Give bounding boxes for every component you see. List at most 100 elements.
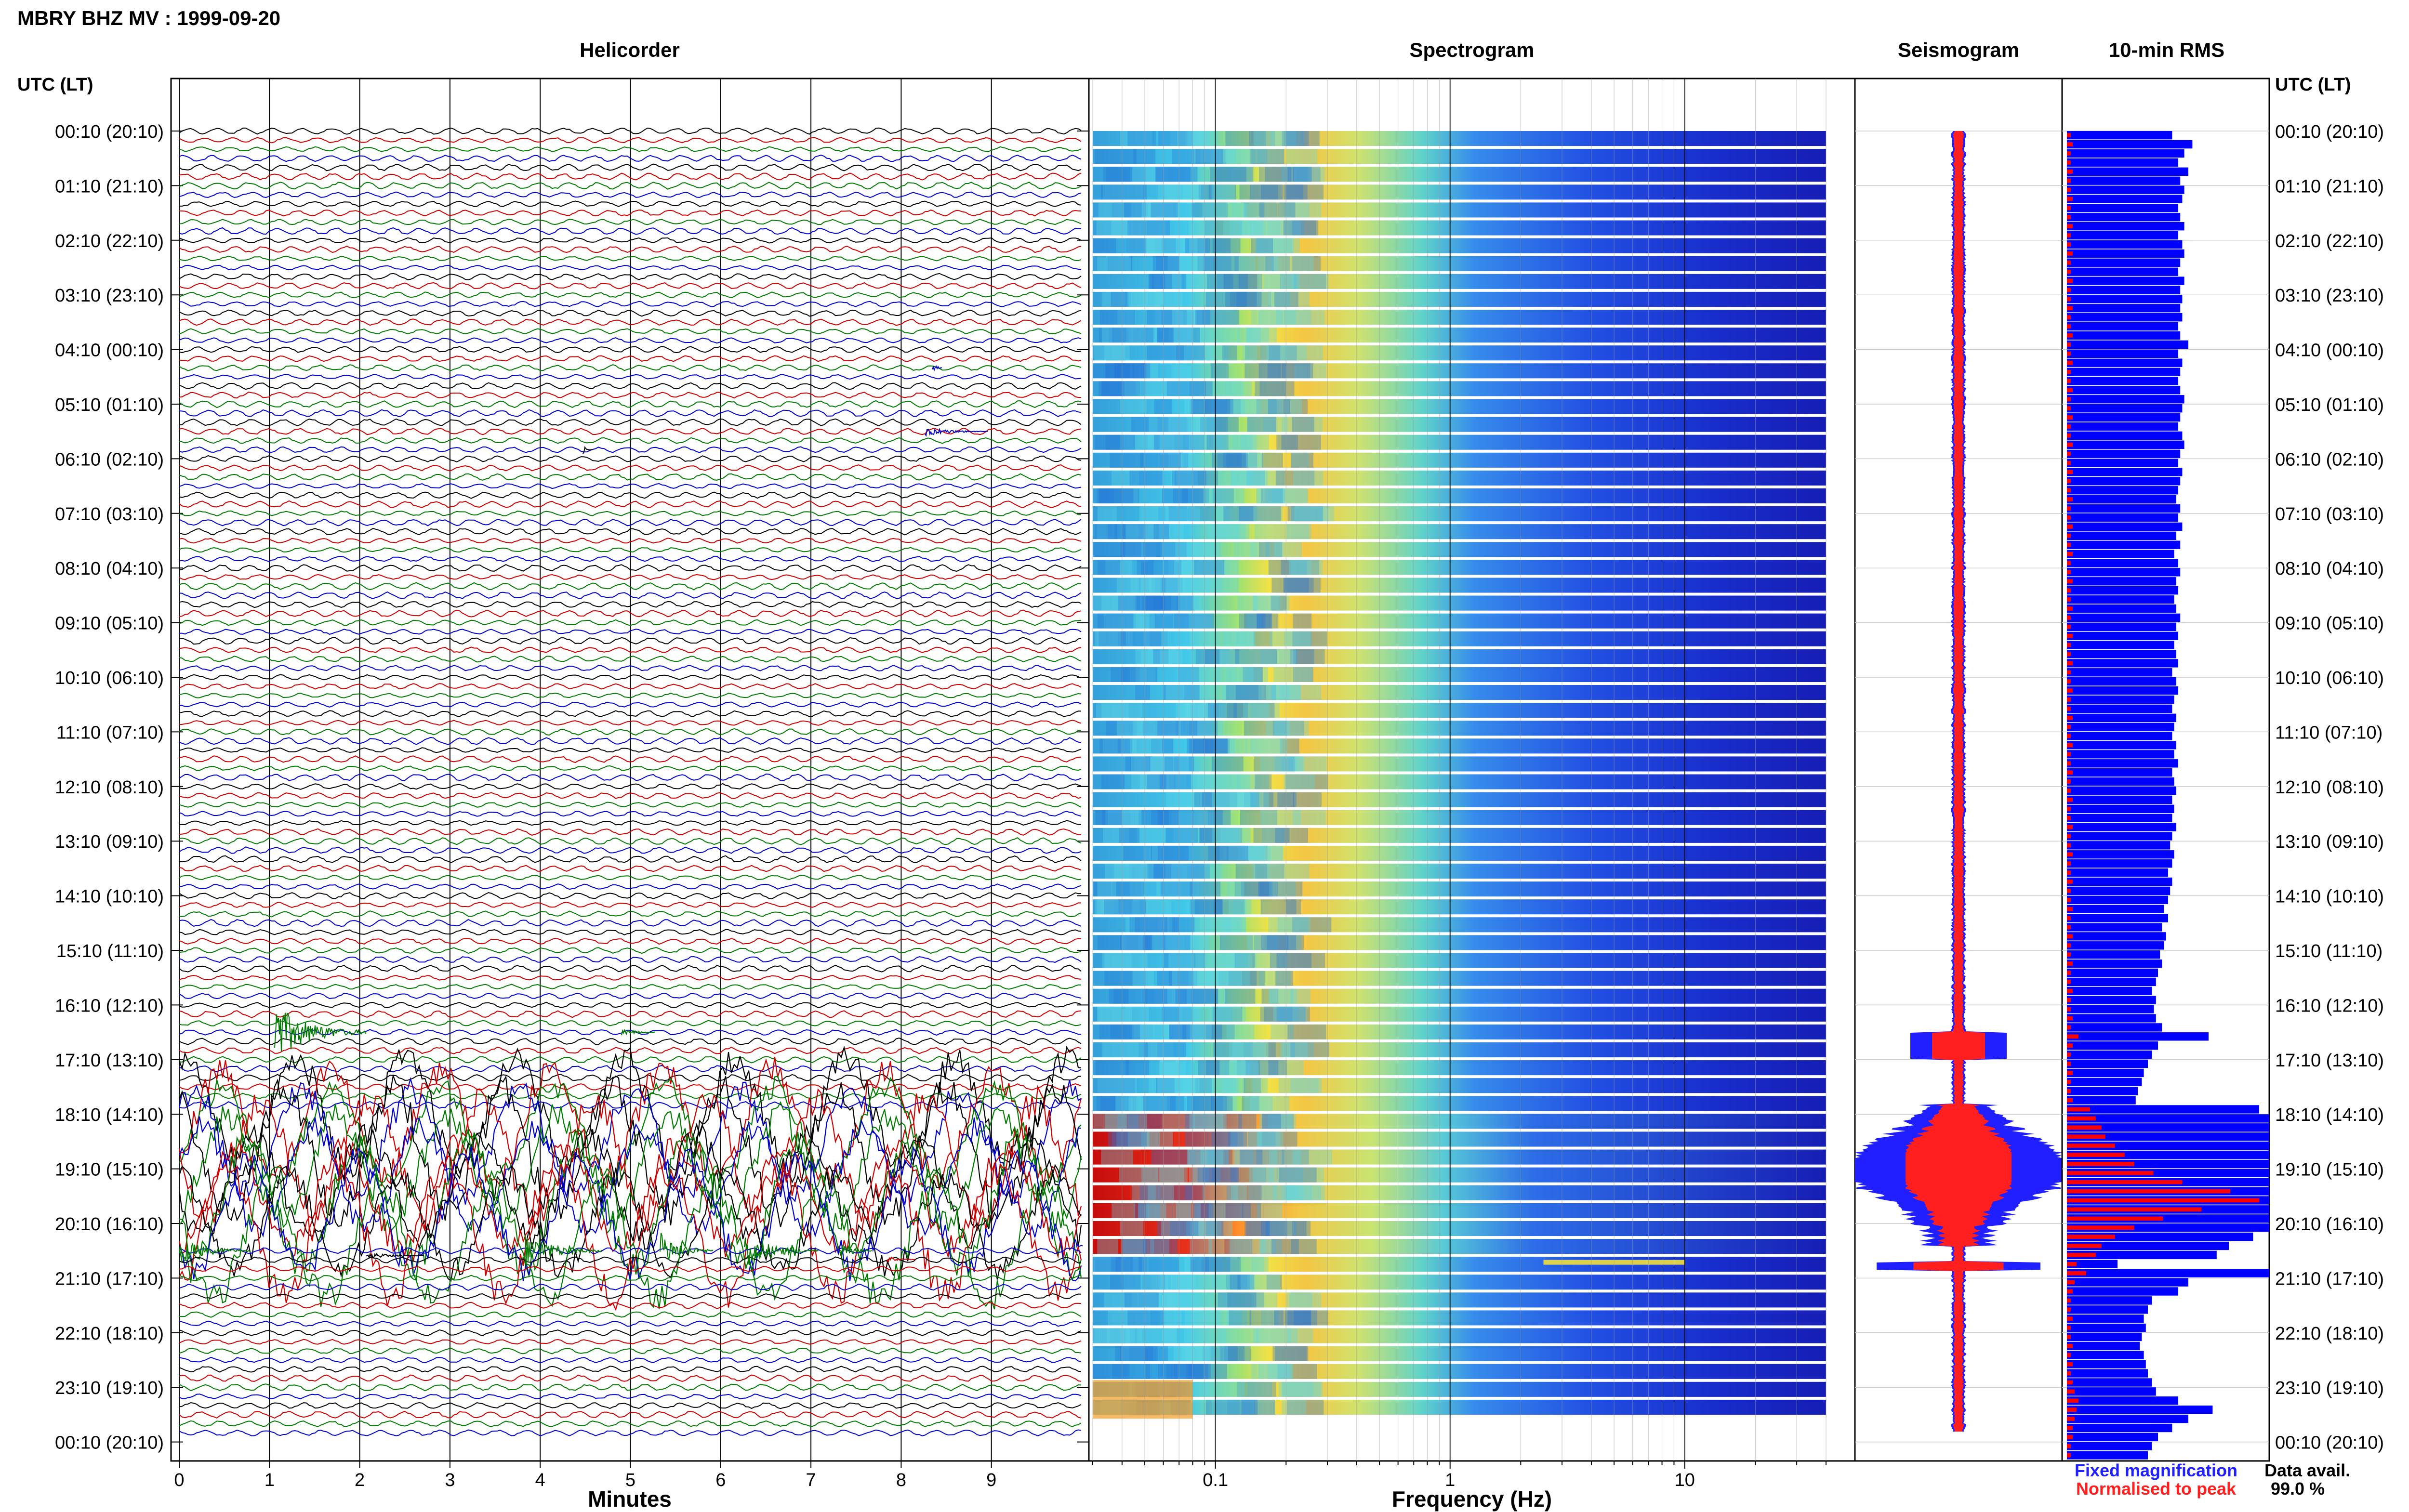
spectrogram-texture — [1139, 506, 1159, 522]
seismogram-title: Seismogram — [1898, 39, 2019, 61]
rms-normalised-bar — [2067, 1253, 2096, 1257]
spectrogram-texture — [1192, 738, 1228, 754]
spectrogram-texture — [1206, 1399, 1240, 1415]
spectrogram-texture — [1097, 488, 1134, 504]
spectrogram-texture — [1105, 434, 1124, 450]
rms-normalised-bar — [2067, 1207, 2202, 1212]
spectrogram-texture — [1238, 845, 1264, 861]
spectrogram-texture — [1220, 828, 1241, 843]
spectrogram-texture — [1157, 971, 1189, 986]
helicorder-trace — [179, 318, 1082, 326]
spectrogram-texture — [1280, 738, 1299, 754]
spectrogram-texture — [1267, 220, 1304, 236]
spectrogram-texture — [1153, 595, 1194, 611]
spectrogram-texture — [1121, 631, 1162, 646]
spectrogram-texture — [1239, 184, 1278, 200]
spectrogram-texture — [1212, 1275, 1253, 1290]
rms-normalised-bar — [2067, 1380, 2073, 1385]
spectrogram-row — [1093, 1006, 1826, 1022]
spectrogram-texture — [1282, 1185, 1322, 1200]
spectrogram-texture — [1261, 452, 1283, 468]
time-label-right: 01:10 (21:10) — [2275, 176, 2384, 197]
rms-fixed-bar — [2067, 176, 2181, 185]
spectrogram-texture — [1246, 1221, 1270, 1236]
spectrogram-texture — [1258, 971, 1291, 986]
spectrogram-texture — [1157, 810, 1179, 825]
spectrogram-texture — [1227, 1399, 1255, 1415]
rms-fixed-bar — [2067, 340, 2188, 349]
rms-normalised-bar — [2067, 889, 2071, 893]
spectrogram-texture — [1185, 131, 1218, 146]
time-label-right: 00:10 (20:10) — [2275, 1433, 2384, 1453]
helicorder-trace — [178, 1122, 1082, 1250]
rms-fixed-bar — [2067, 386, 2181, 394]
time-label-right: 07:10 (03:10) — [2275, 504, 2384, 525]
spectrogram-texture — [1256, 488, 1285, 504]
rms-fixed-bar — [2067, 231, 2178, 240]
spectrogram-texture — [1232, 1149, 1254, 1165]
spectrogram-texture — [1119, 1167, 1159, 1183]
spectrogram-texture — [1190, 1239, 1213, 1254]
spectrogram-texture — [1117, 309, 1134, 325]
spectrogram-texture — [1176, 345, 1205, 361]
helicorder-trace — [179, 346, 1082, 354]
helicorder-trace — [179, 582, 1082, 591]
spectrogram-texture — [1274, 542, 1302, 557]
spectrogram-texture — [1095, 899, 1114, 915]
spectrogram-texture — [1253, 828, 1290, 843]
rms-normalised-bar — [2067, 907, 2073, 911]
rms-normalised-bar — [2067, 870, 2071, 875]
spectrogram-texture — [1165, 863, 1191, 879]
spectrogram-texture — [1160, 881, 1193, 897]
spectrogram-texture — [1171, 721, 1207, 736]
spectrogram-texture — [1258, 220, 1301, 236]
spectrogram-texture — [1210, 363, 1229, 379]
spectrogram-texture — [1249, 131, 1275, 146]
spectrogram-texture — [1123, 935, 1165, 950]
spectrogram-row — [1093, 935, 1826, 950]
spectrogram-texture — [1191, 774, 1217, 789]
spectrogram-row — [1093, 328, 1826, 343]
spectrogram-texture — [1099, 488, 1114, 504]
spectrogram-texture — [1190, 1257, 1231, 1272]
spectrogram-texture — [1165, 863, 1204, 879]
spectrogram-texture — [1178, 988, 1218, 1004]
helicorder-trace — [179, 646, 1082, 654]
spectrogram-texture — [1238, 452, 1262, 468]
spectrogram-texture — [1233, 542, 1258, 557]
minute-tick-label: 6 — [715, 1470, 726, 1490]
rms-normalised-bar — [2067, 1107, 2090, 1112]
rms-normalised-bar — [2067, 1144, 2115, 1148]
spectrogram-texture — [1293, 613, 1312, 629]
spectrogram-texture — [1286, 1399, 1324, 1415]
spectrogram-texture — [1223, 506, 1254, 522]
spectrogram-texture — [1189, 238, 1205, 253]
spectrogram-texture — [1140, 452, 1181, 468]
rms-fixed-bar — [2067, 850, 2174, 859]
spectrogram-texture — [1141, 595, 1180, 611]
spectrogram-texture — [1122, 1257, 1149, 1272]
spectrogram-texture — [1272, 1346, 1307, 1361]
spectrogram-texture — [1215, 649, 1230, 664]
spectrogram-texture — [1115, 1346, 1153, 1361]
spectrogram-texture — [1179, 1006, 1201, 1022]
spectrogram-texture — [1290, 506, 1334, 522]
spectrogram-texture — [1108, 810, 1142, 825]
helicorder-traces — [178, 127, 1083, 1436]
spectrogram-texture — [1120, 131, 1152, 146]
spectrogram-texture — [1222, 345, 1238, 361]
spectrogram-texture — [1118, 595, 1140, 611]
spectrogram-texture — [1225, 291, 1262, 307]
helicorder-trace — [179, 1383, 1082, 1392]
spectrogram-texture — [1255, 524, 1291, 539]
helicorder-event-burst — [582, 446, 593, 454]
spectrogram-texture — [1245, 1060, 1279, 1076]
rms-fixed-bar — [2067, 495, 2176, 504]
spectrogram-texture — [1193, 1221, 1233, 1236]
time-label-left: 13:10 (09:10) — [55, 832, 164, 852]
rms-normalised-bar — [2067, 1244, 2102, 1248]
rms-fixed-bar — [2067, 895, 2168, 904]
spectrogram-texture — [1223, 631, 1255, 646]
spectrogram-texture — [1138, 524, 1159, 539]
helicorder-trace — [179, 1275, 1082, 1282]
